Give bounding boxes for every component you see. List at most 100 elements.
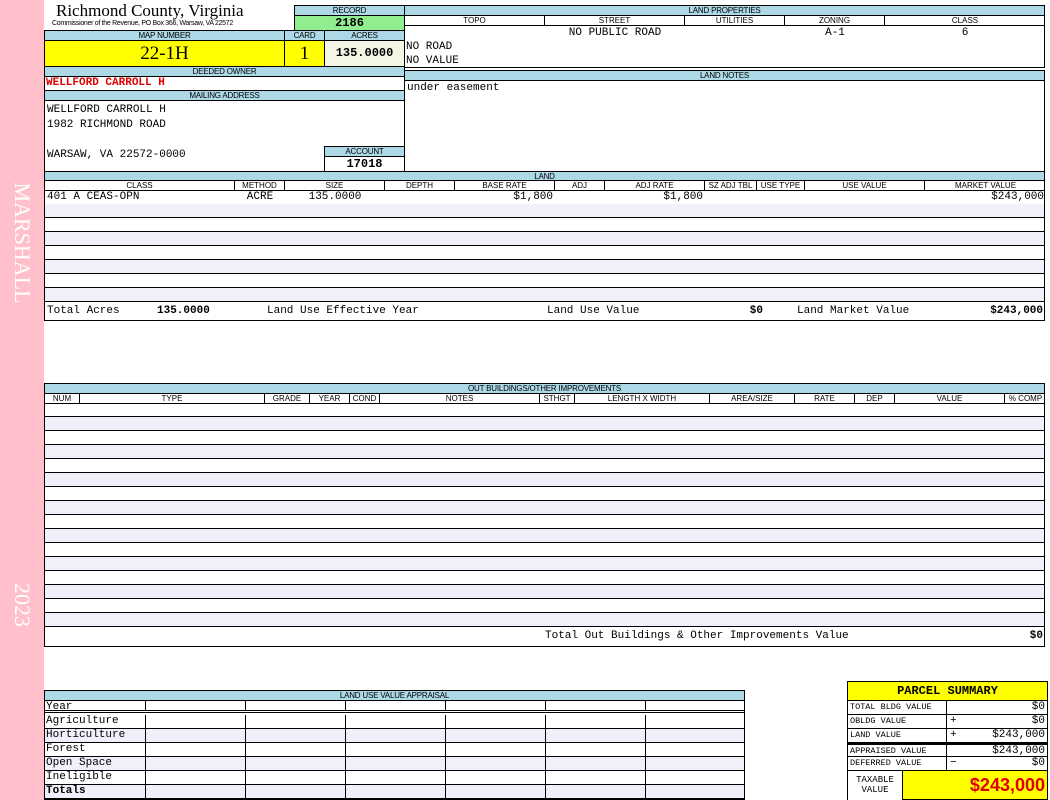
table-row [45, 431, 1044, 445]
parcel-summary-title: PARCEL SUMMARY [848, 682, 1047, 701]
summary-label: LAND VALUE [850, 730, 902, 740]
luv-cell [445, 715, 446, 728]
land-market-value: $243,000 [990, 305, 1043, 317]
land-col-header: ADJ RATE [605, 181, 705, 190]
owner-name: WELLFORD CARROLL H [44, 76, 405, 91]
luv-cell [145, 715, 146, 728]
land-table: CLASS METHOD SIZE DEPTH BASE RATE ADJ ADJ RATE… [44, 180, 1045, 321]
luv-cell [245, 743, 246, 756]
land-cell: ACRE [246, 191, 274, 203]
topo-value: NO ROAD [406, 41, 453, 53]
land-properties: TOPO STREET UTILITIES ZONING CLASS NO PU… [404, 15, 1045, 68]
page-subtitle: Commissioner of the Revenue, PO Box 366,… [52, 20, 233, 27]
summary-row: LAND VALUE + $243,000 [848, 729, 1047, 743]
page-title: Richmond County, Virginia [56, 1, 244, 20]
outbuildings-header-row: NUM TYPE GRADE YEAR COND NOTES STHGT LENGTH X W… [45, 394, 1044, 404]
outbuildings-col-header: VALUE [895, 394, 1005, 403]
outbuildings-col-header: GRADE [265, 394, 310, 403]
luv-cell [445, 701, 446, 710]
outbuildings-col-header: STHGT [540, 394, 575, 403]
table-row [45, 232, 1044, 246]
table-row [45, 473, 1044, 487]
land-market-value-label: Land Market Value [797, 305, 910, 317]
luv-row-label: Ineligible [46, 771, 113, 783]
table-row [45, 260, 1044, 274]
table-row [45, 445, 1044, 459]
luv-cell [345, 785, 346, 798]
summary-row: TOTAL BLDG VALUE $0 [848, 701, 1047, 715]
luv-row: Agriculture [45, 715, 744, 729]
luv-cell [145, 785, 146, 798]
address-line: 1982 RICHMOND ROAD [47, 119, 166, 131]
luv-row: Horticulture [45, 729, 744, 743]
outbuildings-col-header: LENGTH X WIDTH [575, 394, 710, 403]
luv-cell [245, 729, 246, 742]
topo-value: NO VALUE [406, 55, 459, 67]
summary-value: $243,000 [992, 745, 1045, 757]
luv-cell [545, 757, 546, 770]
summary-operator: − [946, 757, 957, 770]
sidebar-name: MARSHALL [10, 182, 35, 304]
table-row [45, 274, 1044, 288]
luv-row: Open Space [45, 757, 744, 771]
outbuildings-col-header: NOTES [380, 394, 540, 403]
zoning-value: A-1 [825, 27, 845, 39]
luv-cell [145, 771, 146, 784]
land-cell: $1,800 [663, 191, 703, 203]
table-row [45, 403, 1044, 417]
luv-cell [345, 771, 346, 784]
luv-cell [445, 785, 446, 798]
table-row [45, 599, 1044, 613]
land-col-header: METHOD [235, 181, 285, 190]
luv-cell [545, 729, 546, 742]
map-number: 22-1H [44, 40, 285, 67]
luv-cell [645, 771, 646, 784]
outbuildings-col-header: COND [350, 394, 380, 403]
luv-row-label: Totals [46, 785, 86, 797]
acres-value: 135.0000 [324, 40, 405, 67]
table-row [45, 204, 1044, 218]
luv-cell [545, 785, 546, 798]
luv-cell [145, 701, 146, 710]
outbuildings-col-header: AREA/SIZE [710, 394, 795, 403]
luv-cell [345, 701, 346, 710]
luv-cell [645, 785, 646, 798]
luv-row-label: Forest [46, 743, 86, 755]
effective-year-label: Land Use Effective Year [267, 305, 419, 317]
outbuildings-col-header: NUM [45, 394, 80, 403]
luv-cell [245, 715, 246, 728]
luv-cell [445, 757, 446, 770]
summary-label: DEFERRED VALUE [850, 758, 922, 768]
luv-row-label: Year [46, 701, 73, 713]
luv-cell [345, 743, 346, 756]
sidebar-year: 2023 [10, 583, 35, 627]
table-row [45, 218, 1044, 232]
luv-cell [545, 771, 546, 784]
luv-row-label: Agriculture [46, 715, 119, 727]
land-col-header: BASE RATE [455, 181, 555, 190]
luv-row: Totals [45, 785, 744, 799]
summary-value: $0 [1031, 715, 1045, 727]
land-cell: $1,800 [513, 191, 553, 203]
table-row [45, 543, 1044, 557]
table-row [45, 288, 1044, 302]
summary-row: OBLDG VALUE + $0 [848, 715, 1047, 729]
land-cell: 135.0000 [308, 191, 362, 203]
account-number: 17018 [324, 156, 405, 172]
street-value: NO PUBLIC ROAD [568, 27, 662, 39]
luv-cell [645, 757, 646, 770]
luv-row: Forest [45, 743, 744, 757]
table-row [45, 246, 1044, 260]
outbuildings-col-header: YEAR [310, 394, 350, 403]
col-street: STREET [545, 16, 685, 25]
luv-cell [645, 729, 646, 742]
summary-operator [946, 701, 950, 714]
table-row [45, 585, 1044, 599]
summary-operator [946, 745, 950, 758]
luv-cell [145, 743, 146, 756]
summary-label: OBLDG VALUE [850, 716, 907, 726]
table-row [45, 529, 1044, 543]
col-class: CLASS [951, 16, 979, 25]
luv-row-label: Horticulture [46, 729, 126, 741]
outbuildings-total-label: Total Out Buildings & Other Improvements… [545, 630, 849, 642]
